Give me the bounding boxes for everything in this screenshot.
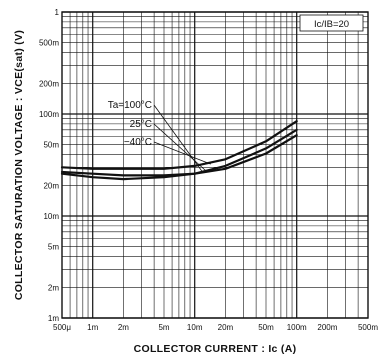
- legend-label-3: −40°C: [124, 137, 152, 148]
- x-tick-label: 5m: [158, 323, 169, 332]
- legend: Ta=100°C 25°C −40°C: [108, 100, 211, 173]
- y-tick-label: 1: [55, 8, 60, 17]
- condition-box: [299, 14, 364, 32]
- x-axis-title: COLLECTOR CURRENT : Ic (A): [134, 343, 297, 355]
- y-tick-label: 1m: [48, 314, 59, 323]
- x-tick-label: 20m: [218, 323, 234, 332]
- x-tick-label: 500m: [358, 323, 378, 332]
- x-tick-labels: 500μ 1m 2m 5m 10m 20m 50m 100m 200m 500m: [53, 323, 378, 332]
- major-grid: [62, 11, 368, 319]
- legend-label-1: Ta=100°C: [108, 100, 152, 111]
- y-tick-labels: 1 500m 200m 100m 50m 20m 10m 5m 2m 1m: [39, 8, 60, 323]
- y-tick-label: 20m: [43, 181, 59, 190]
- y-tick-label: 50m: [43, 141, 59, 150]
- series-line-3: [60, 120, 298, 170]
- legend-leader-1: [153, 104, 204, 173]
- x-tick-label: 10m: [187, 323, 203, 332]
- y-tick-label: 10m: [43, 212, 59, 221]
- x-tick-label: 500μ: [53, 323, 71, 332]
- minor-grid: [61, 12, 369, 318]
- x-tick-label: 50m: [258, 323, 274, 332]
- legend-leader-3: [153, 141, 211, 165]
- x-tick-label: 1m: [87, 323, 98, 332]
- y-tick-label: 100m: [39, 110, 59, 119]
- series-lines: [60, 120, 298, 181]
- legend-label-2: 25°C: [130, 119, 152, 130]
- x-tick-label: 100m: [287, 323, 307, 332]
- x-tick-label: 200m: [317, 323, 337, 332]
- y-tick-label: 2m: [48, 283, 59, 292]
- plot-border: [61, 11, 369, 319]
- series-line-2: [60, 128, 298, 181]
- y-axis-title: COLLECTOR SATURATION VOLTAGE : VCE(sat) …: [13, 30, 25, 300]
- condition-label: Ic/IB=20: [314, 19, 349, 30]
- y-tick-label: 5m: [48, 243, 59, 252]
- y-tick-label: 500m: [39, 39, 59, 48]
- legend-leader-2: [153, 123, 208, 172]
- y-tick-label: 200m: [39, 79, 59, 88]
- x-tick-label: 2m: [118, 323, 129, 332]
